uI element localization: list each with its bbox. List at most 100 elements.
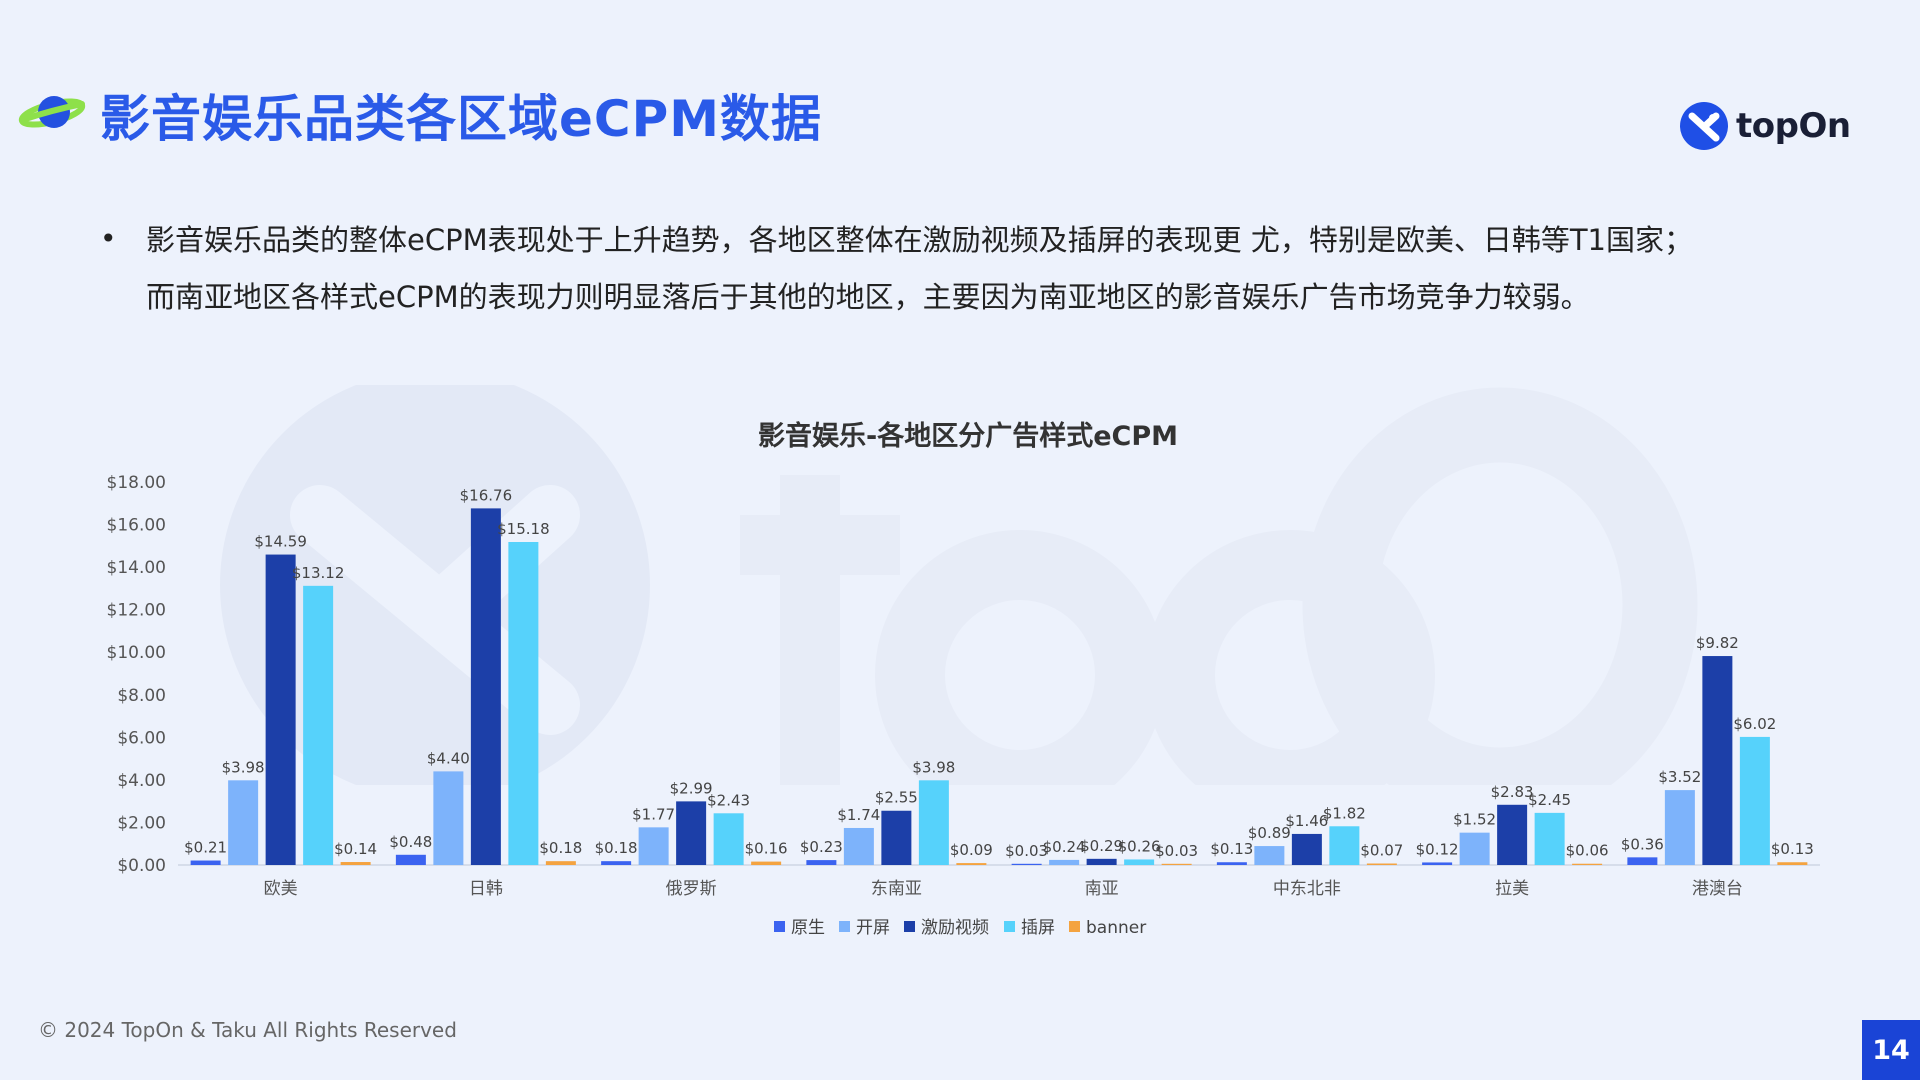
data-label: $0.24 — [1043, 838, 1086, 856]
bar — [601, 861, 632, 865]
bar — [1702, 656, 1733, 865]
bar — [1124, 859, 1155, 865]
page-number: 14 — [1862, 1020, 1920, 1080]
data-label: $0.26 — [1118, 837, 1161, 855]
brand-name: topOn — [1736, 106, 1851, 146]
y-tick-label: $12.00 — [107, 601, 166, 621]
bar — [1627, 857, 1658, 865]
summary-text: 影音娱乐品类的整体eCPM表现处于上升趋势，各地区整体在激励视频及插屏的表现更 … — [146, 212, 1826, 326]
x-category-label: 东南亚 — [871, 879, 922, 899]
data-label: $0.09 — [950, 841, 993, 859]
data-label: $9.82 — [1696, 634, 1739, 652]
x-category-label: 日韩 — [469, 879, 503, 899]
bar — [1497, 804, 1528, 865]
page-title: 影音娱乐品类各区域eCPM数据 — [100, 90, 823, 148]
bar — [545, 861, 576, 865]
x-category-label: 中东北非 — [1273, 879, 1341, 899]
y-tick-label: $8.00 — [117, 686, 166, 706]
data-label: $1.74 — [837, 806, 880, 824]
data-label: $0.03 — [1155, 842, 1198, 860]
bar — [340, 862, 371, 865]
bar — [303, 585, 334, 865]
bar — [1086, 858, 1117, 865]
y-tick-label: $4.00 — [117, 771, 166, 791]
x-category-label: 欧美 — [264, 879, 298, 899]
bar — [751, 861, 782, 865]
data-label: $0.18 — [539, 839, 582, 857]
y-tick-label: $0.00 — [117, 856, 166, 876]
bar — [676, 801, 707, 865]
bar — [1664, 790, 1695, 865]
y-tick-label: $14.00 — [107, 558, 166, 578]
summary-line-2: 而南亚地区各样式eCPM的表现力则明显落后于其他的地区，主要因为南亚地区的影音娱… — [146, 280, 1590, 314]
legend-label: 插屏 — [1021, 918, 1055, 938]
bar — [1366, 863, 1397, 865]
bar — [1572, 863, 1603, 865]
bar — [1534, 812, 1565, 865]
data-label: $6.02 — [1733, 715, 1776, 733]
data-label: $13.12 — [292, 564, 345, 582]
data-label: $0.14 — [334, 840, 377, 858]
x-category-label: 南亚 — [1085, 879, 1119, 899]
x-category-label: 港澳台 — [1692, 879, 1743, 899]
data-label: $0.18 — [595, 839, 638, 857]
bar — [638, 827, 669, 865]
data-label: $3.98 — [912, 758, 955, 776]
chart-title: 影音娱乐-各地区分广告样式eCPM — [758, 420, 1178, 452]
bar — [713, 813, 744, 865]
bullet-marker: • — [100, 222, 117, 255]
bar — [918, 780, 949, 865]
bar — [1422, 862, 1453, 865]
bar — [956, 863, 987, 865]
data-label: $0.13 — [1210, 840, 1253, 858]
data-label: $1.52 — [1453, 811, 1496, 829]
data-label: $16.76 — [460, 486, 513, 504]
bars-group: $0.21 $3.98 $14.59 $13.12 $0.14 $0.48 $4.40 $16… — [184, 486, 1814, 865]
data-label: $0.89 — [1248, 824, 1291, 842]
x-category-label: 俄罗斯 — [666, 879, 717, 899]
y-tick-label: $10.00 — [107, 643, 166, 663]
legend-label: banner — [1086, 918, 1146, 938]
brand-logo: topOn — [1678, 100, 1851, 152]
data-label: $0.03 — [1005, 842, 1048, 860]
bar — [1216, 862, 1247, 865]
x-category-label: 拉美 — [1495, 879, 1529, 899]
data-label: $0.06 — [1566, 842, 1609, 860]
bar — [1049, 859, 1080, 865]
data-label: $0.21 — [184, 839, 227, 857]
legend-label: 原生 — [791, 918, 825, 938]
bar — [470, 508, 501, 865]
data-label: $15.18 — [497, 520, 550, 538]
y-tick-label: $2.00 — [117, 813, 166, 833]
data-label: $0.12 — [1416, 840, 1459, 858]
data-label: $1.77 — [632, 805, 675, 823]
topon-logo-icon — [1680, 102, 1728, 150]
planet-icon — [18, 96, 86, 128]
y-tick-label: $6.00 — [117, 728, 166, 748]
data-label: $3.52 — [1658, 768, 1701, 786]
y-axis: $0.00 $2.00 $4.00 $6.00 $8.00 $10.00 $12.00 $14… — [107, 473, 166, 876]
legend-label: 激励视频 — [921, 918, 989, 938]
bar — [806, 860, 837, 865]
data-label: $0.48 — [389, 833, 432, 851]
data-label: $14.59 — [254, 533, 307, 551]
legend-swatch — [1004, 921, 1015, 932]
data-label: $0.16 — [745, 840, 788, 858]
bar — [265, 554, 296, 865]
data-label: $2.43 — [707, 791, 750, 809]
bar — [843, 827, 874, 865]
bar — [1161, 863, 1192, 865]
summary-line-1: 影音娱乐品类的整体eCPM表现处于上升趋势，各地区整体在激励视频及插屏的表现更 … — [146, 223, 1693, 257]
data-label: $2.83 — [1491, 783, 1534, 801]
legend-label: 开屏 — [856, 918, 890, 938]
bar — [433, 771, 464, 865]
y-tick-label: $18.00 — [107, 473, 166, 493]
data-label: $2.99 — [670, 779, 713, 797]
data-label: $0.13 — [1771, 840, 1814, 858]
bar — [1254, 846, 1285, 865]
data-label: $2.45 — [1528, 791, 1571, 809]
data-label: $4.40 — [427, 749, 470, 767]
bar — [1011, 863, 1042, 865]
data-label: $0.07 — [1360, 842, 1403, 860]
bar — [1777, 862, 1808, 865]
